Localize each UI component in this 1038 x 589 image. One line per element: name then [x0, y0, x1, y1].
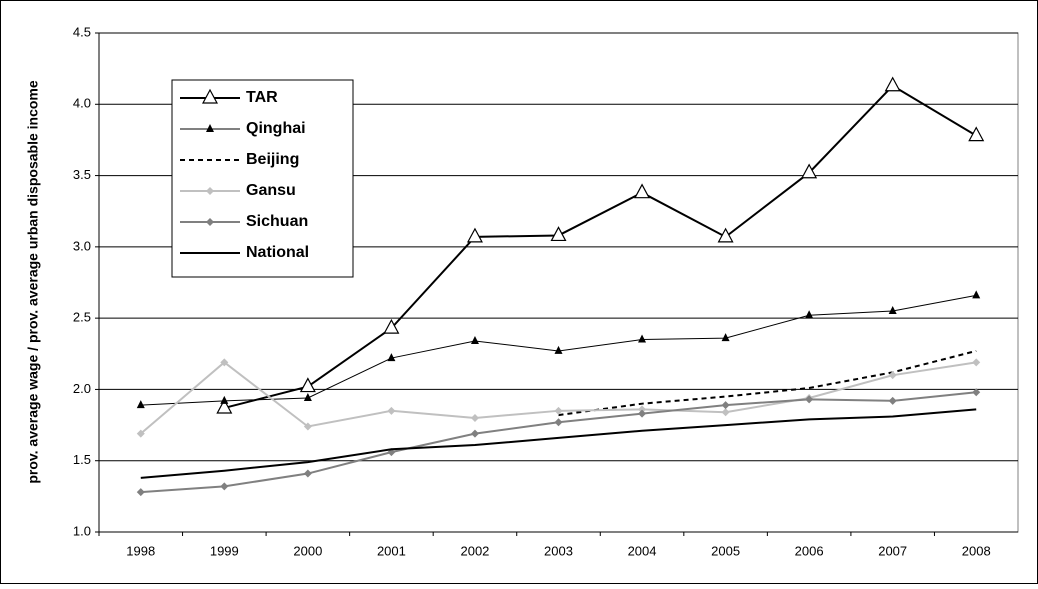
x-tick-label: 2000: [293, 543, 322, 558]
y-axis-label: prov. average wage / prov. average urban…: [25, 80, 41, 484]
x-tick-label: 1998: [126, 543, 155, 558]
x-tick-label: 2007: [878, 543, 907, 558]
data-point: [383, 318, 400, 334]
data-point: [801, 163, 818, 179]
x-tick-label: 2003: [544, 543, 573, 558]
legend-label: TAR: [246, 89, 278, 106]
data-point: [470, 429, 479, 438]
data-point: [638, 405, 647, 414]
x-tick-label: 2008: [962, 543, 991, 558]
x-tick-label: 1999: [210, 543, 239, 558]
y-tick-label: 4.0: [73, 96, 91, 111]
data-point: [972, 290, 981, 299]
legend-marker: [206, 124, 214, 132]
x-tick-label: 2004: [628, 543, 657, 558]
data-point: [721, 333, 730, 342]
legend-label: Gansu: [246, 182, 296, 199]
data-point: [888, 371, 897, 380]
legend-marker: [201, 88, 219, 104]
series-line: [558, 349, 977, 417]
data-point: [634, 183, 651, 199]
data-point: [550, 226, 567, 242]
data-point: [888, 306, 897, 315]
data-point: [805, 310, 814, 319]
data-point: [554, 345, 563, 354]
data-point: [968, 126, 985, 142]
x-tick-label: 2006: [795, 543, 824, 558]
data-point: [299, 377, 316, 393]
y-tick-label: 1.5: [73, 452, 91, 467]
data-point: [466, 227, 483, 243]
legend-marker: [206, 187, 214, 195]
data-point: [303, 392, 312, 401]
data-point: [387, 406, 396, 415]
y-tick-label: 3.0: [73, 238, 91, 253]
data-point: [554, 418, 563, 427]
legend-label: Qinghai: [246, 120, 306, 137]
legend-marker: [206, 218, 214, 226]
data-point: [470, 335, 479, 344]
data-point: [387, 353, 396, 362]
data-point: [888, 396, 897, 405]
series-line: [224, 84, 977, 409]
series-line: [140, 408, 977, 479]
y-tick-label: 1.0: [73, 523, 91, 538]
legend-label: National: [246, 244, 309, 261]
data-point: [721, 401, 730, 410]
data-point: [717, 227, 734, 243]
legend-label: Sichuan: [246, 213, 308, 230]
legend: TAR Qinghai Beijing Gansu Sichuan National: [171, 79, 354, 278]
data-point: [638, 334, 647, 343]
data-point: [884, 76, 901, 92]
y-tick-label: 2.0: [73, 381, 91, 396]
legend-label: Beijing: [246, 151, 299, 168]
legend-box: [171, 79, 354, 278]
y-tick-label: 4.5: [73, 24, 91, 39]
y-tick-label: 2.5: [73, 310, 91, 325]
data-point: [303, 469, 312, 478]
data-point: [303, 422, 312, 431]
x-tick-label: 2001: [377, 543, 406, 558]
data-point: [554, 406, 563, 415]
data-point: [216, 398, 233, 414]
y-tick-label: 3.5: [73, 167, 91, 182]
x-tick-label: 2005: [711, 543, 740, 558]
data-point: [136, 488, 145, 497]
data-point: [220, 395, 229, 404]
data-point: [638, 409, 647, 418]
data-point: [136, 429, 145, 438]
data-point: [805, 395, 814, 404]
data-point: [220, 482, 229, 491]
data-point: [136, 400, 145, 409]
data-point: [470, 413, 479, 422]
data-point: [972, 358, 981, 367]
data-point: [220, 358, 229, 367]
x-tick-label: 2002: [460, 543, 489, 558]
data-point: [972, 388, 981, 397]
data-point: [721, 408, 730, 417]
